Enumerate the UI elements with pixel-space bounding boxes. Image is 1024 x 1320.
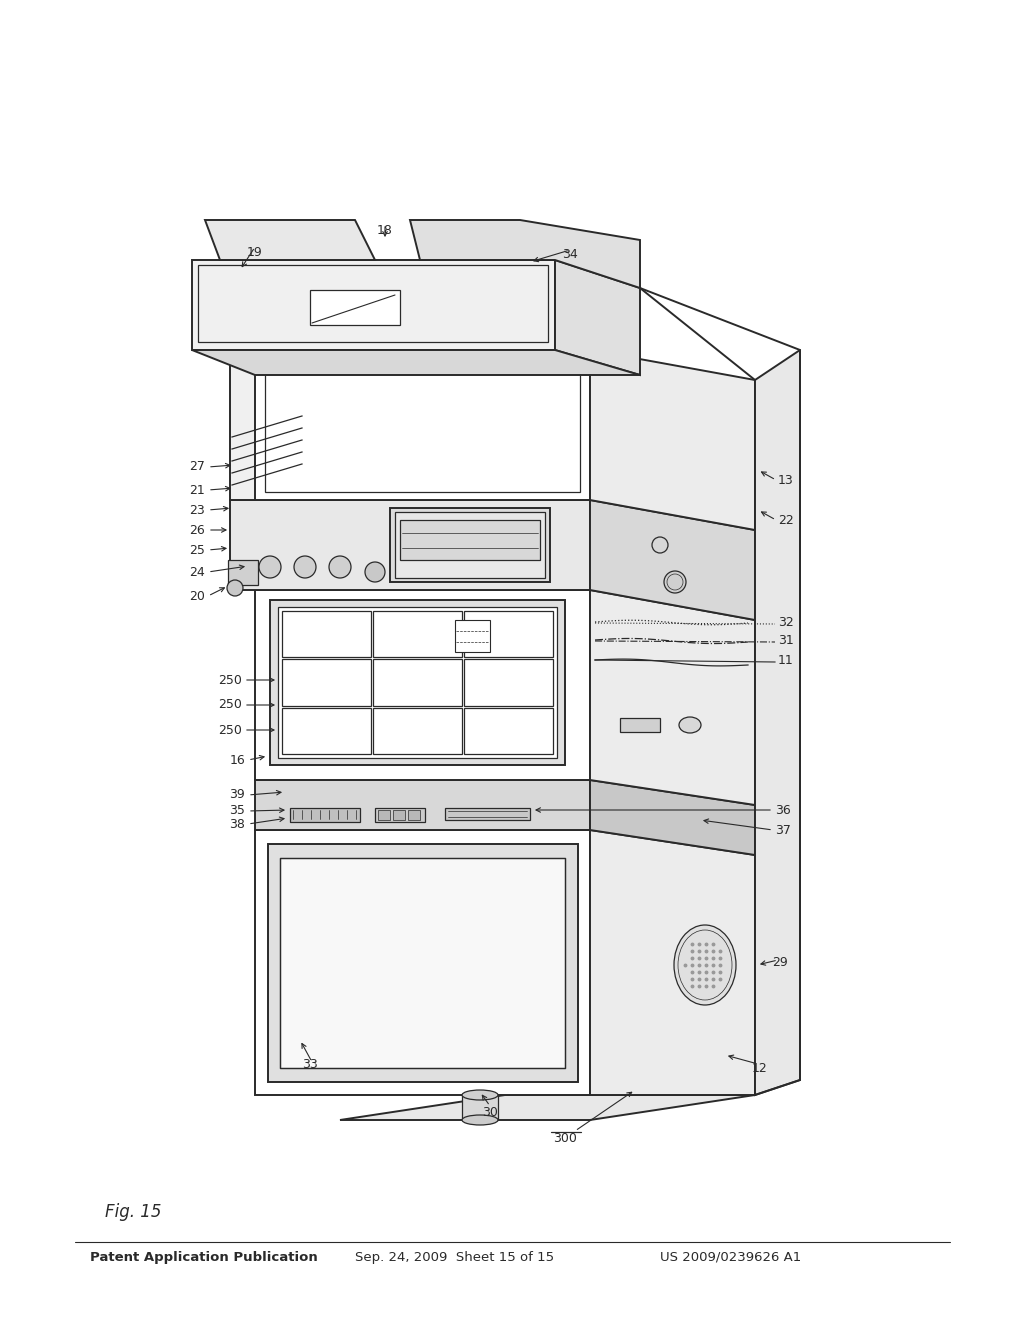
Text: 31: 31 [778, 634, 794, 647]
Polygon shape [455, 620, 490, 652]
Polygon shape [395, 512, 545, 578]
Polygon shape [400, 520, 540, 560]
Polygon shape [255, 350, 590, 500]
Polygon shape [265, 358, 580, 492]
Text: 16: 16 [229, 754, 245, 767]
Polygon shape [255, 780, 590, 830]
Text: US 2009/0239626 A1: US 2009/0239626 A1 [660, 1250, 801, 1263]
Polygon shape [193, 350, 640, 375]
Ellipse shape [294, 556, 316, 578]
Ellipse shape [259, 556, 281, 578]
Polygon shape [310, 290, 400, 325]
Ellipse shape [652, 537, 668, 553]
Text: 33: 33 [302, 1059, 317, 1072]
Text: 21: 21 [189, 483, 205, 496]
Text: 22: 22 [778, 513, 794, 527]
Ellipse shape [462, 1090, 498, 1100]
Ellipse shape [674, 925, 736, 1005]
Text: 12: 12 [752, 1061, 768, 1074]
Ellipse shape [329, 556, 351, 578]
Polygon shape [555, 260, 640, 375]
Polygon shape [590, 590, 755, 805]
Polygon shape [620, 718, 660, 733]
Ellipse shape [462, 1115, 498, 1125]
Ellipse shape [667, 574, 683, 590]
Polygon shape [278, 607, 557, 758]
Polygon shape [390, 508, 550, 582]
Polygon shape [462, 1096, 498, 1119]
Polygon shape [590, 780, 755, 855]
Text: 18: 18 [377, 223, 393, 236]
Text: 250: 250 [218, 673, 242, 686]
Polygon shape [373, 708, 462, 754]
Polygon shape [408, 810, 420, 820]
Polygon shape [464, 659, 553, 706]
Text: 25: 25 [189, 544, 205, 557]
Polygon shape [445, 808, 530, 820]
Polygon shape [590, 350, 755, 531]
Polygon shape [290, 808, 360, 822]
Text: 38: 38 [229, 817, 245, 830]
Polygon shape [590, 500, 755, 620]
Text: 23: 23 [189, 503, 205, 516]
Text: 13: 13 [778, 474, 794, 487]
Text: Patent Application Publication: Patent Application Publication [90, 1250, 317, 1263]
Text: 36: 36 [775, 804, 791, 817]
Polygon shape [393, 810, 406, 820]
Polygon shape [270, 601, 565, 766]
Polygon shape [375, 808, 425, 822]
Polygon shape [464, 611, 553, 657]
Ellipse shape [365, 562, 385, 582]
Text: 39: 39 [229, 788, 245, 801]
Polygon shape [373, 611, 462, 657]
Polygon shape [282, 611, 371, 657]
Text: 37: 37 [775, 824, 791, 837]
Ellipse shape [664, 572, 686, 593]
Polygon shape [755, 350, 800, 1096]
Ellipse shape [227, 579, 243, 597]
Polygon shape [410, 220, 640, 288]
Text: 250: 250 [218, 723, 242, 737]
Polygon shape [378, 810, 390, 820]
Text: 300: 300 [553, 1131, 577, 1144]
Polygon shape [198, 265, 548, 342]
Text: Sep. 24, 2009  Sheet 15 of 15: Sep. 24, 2009 Sheet 15 of 15 [355, 1250, 554, 1263]
Polygon shape [282, 659, 371, 706]
Polygon shape [193, 260, 555, 350]
Ellipse shape [678, 931, 732, 1001]
Polygon shape [373, 659, 462, 706]
Text: 27: 27 [189, 461, 205, 474]
Text: Fig. 15: Fig. 15 [105, 1203, 162, 1221]
Polygon shape [255, 590, 590, 780]
Polygon shape [205, 220, 375, 260]
Polygon shape [280, 858, 565, 1068]
Text: 11: 11 [778, 653, 794, 667]
Text: 30: 30 [482, 1106, 498, 1118]
Polygon shape [464, 708, 553, 754]
Text: 20: 20 [189, 590, 205, 602]
Text: 35: 35 [229, 804, 245, 817]
Polygon shape [255, 830, 590, 1096]
Polygon shape [282, 708, 371, 754]
Text: 32: 32 [778, 615, 794, 628]
Ellipse shape [679, 717, 701, 733]
Polygon shape [268, 843, 578, 1082]
Polygon shape [340, 1096, 755, 1119]
Text: 250: 250 [218, 698, 242, 711]
Text: 19: 19 [247, 246, 263, 259]
Text: 34: 34 [562, 248, 578, 261]
Polygon shape [590, 830, 755, 1096]
Polygon shape [230, 500, 590, 590]
Text: 29: 29 [772, 956, 787, 969]
Polygon shape [228, 560, 258, 585]
Polygon shape [230, 355, 305, 500]
Text: 24: 24 [189, 565, 205, 578]
Text: 26: 26 [189, 524, 205, 536]
